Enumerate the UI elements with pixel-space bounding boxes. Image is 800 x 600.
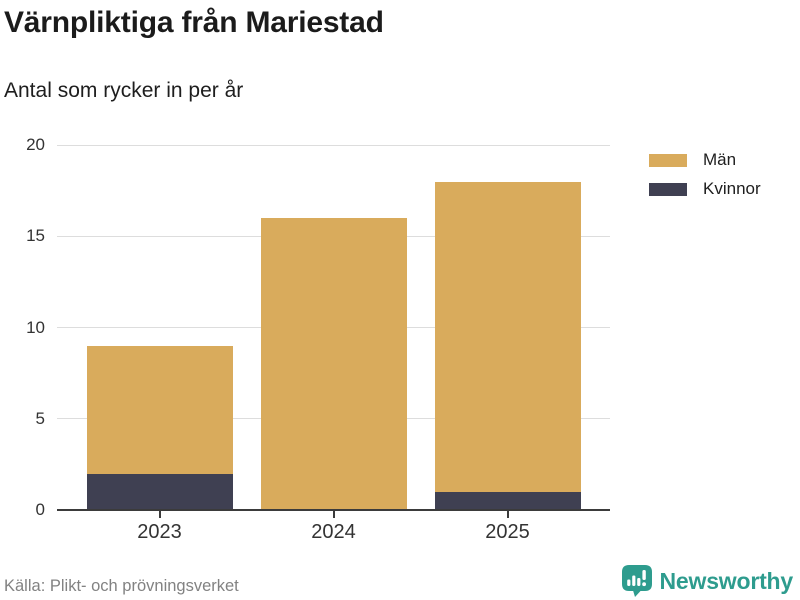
legend-label-män: Män (703, 150, 737, 169)
bar-segment-2023-män (86, 345, 233, 474)
x-axis-categories: 2023 2024 2025 (57, 521, 610, 547)
legend-item-män: Män (649, 150, 761, 170)
x-tick-2024 (332, 511, 335, 518)
legend-label-kvinnor: Kvinnor (703, 179, 761, 198)
bar-segment-2025-män (434, 181, 581, 492)
bar-segment-2025-kvinnor (434, 491, 581, 510)
y-tick-label-20: 20 (26, 135, 45, 154)
plot-area (57, 144, 610, 510)
legend-swatch-män (649, 153, 687, 167)
bar-segment-2023-kvinnor (86, 473, 233, 510)
x-tick-2023 (158, 511, 161, 518)
page-subtitle: Antal som rycker in per år (4, 79, 244, 102)
x-axis-line (57, 509, 610, 511)
newsworthy-logo: Newsworthy (621, 565, 794, 597)
source-note: Källa: Plikt- och prövningsverket (4, 577, 239, 595)
gridline-y-20 (57, 144, 610, 146)
x-axis-ticks (57, 511, 610, 519)
y-tick-label-15: 15 (26, 226, 45, 246)
y-tick-label-0: 0 (35, 500, 45, 519)
chart-legend: Män Kvinnor (649, 150, 761, 199)
newsworthy-logo-text: Newsworthy (659, 567, 794, 594)
x-tick-2025 (506, 511, 509, 518)
page-title: Värnpliktiga från Mariestad (4, 6, 384, 39)
legend-item-kvinnor: Kvinnor (649, 179, 761, 199)
y-tick-label-10: 10 (26, 317, 45, 337)
x-category-label-2023: 2023 (137, 521, 182, 543)
y-tick-label-5: 5 (35, 408, 45, 428)
x-category-label-2024: 2024 (311, 521, 356, 543)
x-category-label-2025: 2025 (485, 521, 530, 543)
legend-swatch-kvinnor (649, 182, 687, 196)
newsworthy-logo-icon (621, 565, 652, 597)
bar-segment-2024-män (260, 218, 407, 510)
y-axis-labels: 0 5 10 15 20 (0, 135, 45, 519)
